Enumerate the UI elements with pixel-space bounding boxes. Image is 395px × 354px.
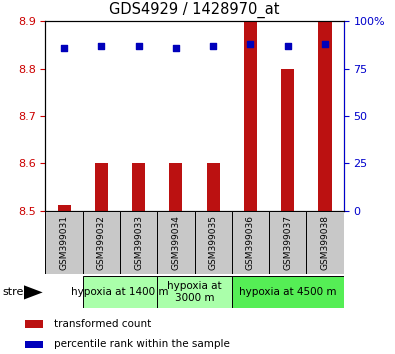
Point — [284, 43, 291, 49]
Bar — [83, 276, 157, 308]
Point — [135, 43, 142, 49]
Bar — [307, 211, 344, 274]
Bar — [281, 69, 294, 211]
Text: GSM399033: GSM399033 — [134, 215, 143, 270]
Bar — [169, 163, 182, 211]
Bar — [132, 163, 145, 211]
Text: hypoxia at 1400 m: hypoxia at 1400 m — [71, 287, 169, 297]
Bar — [232, 276, 344, 308]
Text: GSM399031: GSM399031 — [60, 215, 69, 270]
Text: GSM399036: GSM399036 — [246, 215, 255, 270]
Text: GSM399032: GSM399032 — [97, 215, 106, 270]
Bar — [45, 211, 83, 274]
Text: stress: stress — [2, 287, 35, 297]
Text: GSM399038: GSM399038 — [320, 215, 329, 270]
Point — [247, 41, 254, 47]
Point — [173, 45, 179, 51]
Point — [61, 45, 67, 51]
Text: GSM399037: GSM399037 — [283, 215, 292, 270]
Text: percentile rank within the sample: percentile rank within the sample — [54, 339, 229, 349]
Point — [210, 43, 216, 49]
Bar — [120, 211, 157, 274]
Text: hypoxia at
3000 m: hypoxia at 3000 m — [167, 281, 222, 303]
Point — [98, 43, 105, 49]
Text: transformed count: transformed count — [54, 319, 151, 329]
Bar — [25, 320, 43, 328]
Bar — [83, 211, 120, 274]
Bar — [157, 211, 194, 274]
Bar — [207, 163, 220, 211]
Bar — [25, 341, 43, 348]
Point — [322, 41, 328, 47]
Bar — [58, 205, 71, 211]
Text: GSM399035: GSM399035 — [209, 215, 218, 270]
Bar — [318, 22, 331, 211]
Bar — [157, 276, 232, 308]
Bar — [95, 163, 108, 211]
Bar — [269, 211, 307, 274]
Bar — [194, 211, 232, 274]
Text: hypoxia at 4500 m: hypoxia at 4500 m — [239, 287, 337, 297]
Polygon shape — [24, 285, 43, 299]
Text: GSM399034: GSM399034 — [171, 215, 181, 270]
Bar — [244, 22, 257, 211]
Bar — [232, 211, 269, 274]
Title: GDS4929 / 1428970_at: GDS4929 / 1428970_at — [109, 2, 280, 18]
